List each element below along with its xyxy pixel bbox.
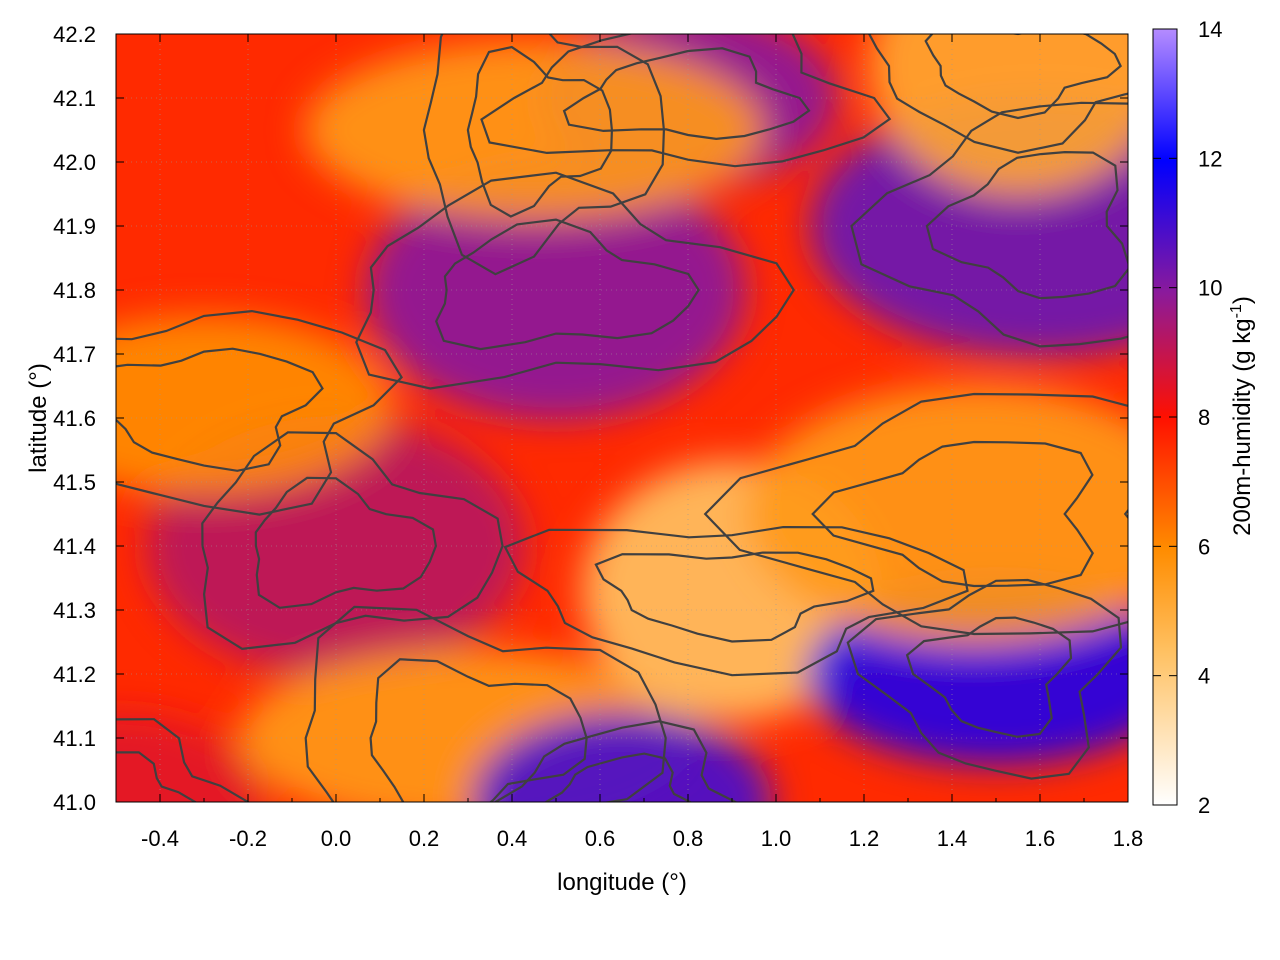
colorbar: 2 4 6 8 10 12 14 200m-humidity (g kg-1): [1152, 17, 1256, 818]
contour-line: [925, 150, 1128, 300]
contour-line: [116, 718, 250, 802]
y-tick-label: 41.1: [53, 726, 96, 751]
contour-line: [201, 431, 504, 651]
contour-line: [304, 605, 667, 802]
colorbar-tick-label: 8: [1198, 405, 1210, 430]
x-tick-label: 1.8: [1113, 826, 1144, 851]
y-tick-label: 41.7: [53, 342, 96, 367]
contour-line: [503, 525, 969, 677]
colorbar-tick-label: 4: [1198, 664, 1210, 689]
x-tick-label: 0.6: [585, 826, 616, 851]
contour-line: [846, 578, 1123, 780]
contour-line: [355, 171, 796, 390]
y-axis-label: latitude (°): [25, 363, 52, 473]
contour-line: [850, 101, 1128, 348]
contour-line: [254, 476, 438, 609]
colorbar-ticks: 2 4 6 8 10 12 14: [1153, 17, 1222, 818]
x-tick-label: 1.2: [849, 826, 880, 851]
y-tick-label: 41.6: [53, 406, 96, 431]
contour-line: [434, 218, 700, 351]
colorbar-label-main: 200m-humidity (g kg: [1229, 318, 1256, 535]
contour-line: [116, 751, 197, 802]
y-tick-label: 41.8: [53, 278, 96, 303]
contour-line: [494, 720, 737, 802]
contour-line: [867, 34, 1128, 154]
x-tick-label: 0.8: [673, 826, 704, 851]
contour-line: [703, 392, 1128, 636]
contour-line: [116, 309, 403, 516]
y-tick-label: 41.9: [53, 214, 96, 239]
x-axis-label: longitude (°): [557, 869, 687, 896]
contour-line: [480, 34, 892, 168]
contour-line: [594, 551, 875, 643]
y-tick-label: 41.4: [53, 534, 96, 559]
contour-lines: [116, 34, 1128, 802]
x-tick-label: 0.2: [409, 826, 440, 851]
contour-line: [466, 45, 614, 218]
colorbar-tick-label: 6: [1198, 534, 1210, 559]
y-tick-label: 42.2: [53, 22, 96, 47]
colorbar-tick-label: 12: [1198, 146, 1222, 171]
x-tick-label: 1.4: [937, 826, 968, 851]
heat-region: [304, 40, 764, 220]
heat-region: [116, 712, 266, 802]
colorbar-label-end: ): [1229, 296, 1256, 304]
x-axis: -0.4 -0.2 0.0 0.2 0.4 0.6 0.8 1.0 1.2 1.4 1.6 1.8: [115, 34, 1144, 851]
x-tick-label: -0.2: [229, 826, 267, 851]
contour-line: [562, 47, 811, 141]
y-tick-label: 41.3: [53, 598, 96, 623]
contour-line: [924, 34, 1122, 120]
contour-line: [369, 658, 588, 802]
contour-line: [544, 752, 692, 802]
y-tick-label: 42.1: [53, 86, 96, 111]
x-tick-label: 1.6: [1025, 826, 1056, 851]
x-tick-label: 1.0: [761, 826, 792, 851]
colorbar-tick-label: 14: [1198, 17, 1222, 42]
y-tick-label: 41.5: [53, 470, 96, 495]
contour-line: [116, 347, 324, 472]
y-axis: 41.0 41.1 41.2 41.3 41.4 41.5 41.6 41.7 41.8 41.9…: [53, 22, 1128, 815]
y-tick-label: 41.2: [53, 662, 96, 687]
y-tick-label: 41.0: [53, 790, 96, 815]
contour-line: [905, 616, 1073, 738]
colorbar-tick-label: 10: [1198, 276, 1222, 301]
x-tick-label: 0.0: [321, 826, 352, 851]
colorbar-label-sup: -1: [1228, 304, 1245, 318]
y-tick-label: 42.0: [53, 150, 96, 175]
contour-line: [811, 440, 1094, 588]
x-tick-label: -0.4: [141, 826, 179, 851]
x-tick-label: 0.4: [497, 826, 528, 851]
colorbar-tick-label: 2: [1198, 793, 1210, 818]
contour-line: [422, 34, 666, 276]
colorbar-label: 200m-humidity (g kg-1): [1228, 296, 1256, 536]
